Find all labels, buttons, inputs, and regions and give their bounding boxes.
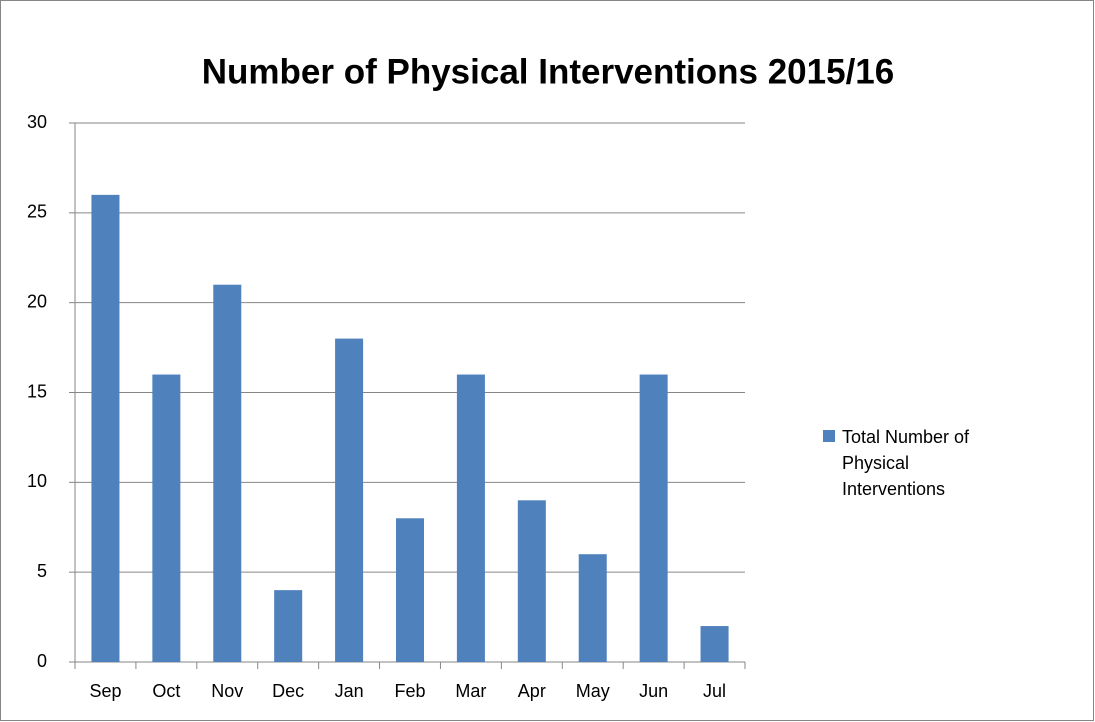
x-tick-label: Sep bbox=[89, 681, 121, 701]
legend-label: Total Number of Physical Interventions bbox=[842, 427, 970, 499]
y-tick-label: 0 bbox=[37, 651, 47, 671]
x-tick-label: Oct bbox=[152, 681, 180, 701]
bar bbox=[91, 194, 120, 662]
y-tick-label: 30 bbox=[27, 112, 47, 132]
x-tick-label: Jun bbox=[639, 681, 668, 701]
x-tick-label: Mar bbox=[455, 681, 486, 701]
bar bbox=[274, 590, 303, 662]
legend-swatch bbox=[823, 430, 835, 442]
x-tick-label: Feb bbox=[394, 681, 425, 701]
x-tick-label: Jan bbox=[335, 681, 364, 701]
chart-title: Number of Physical Interventions 2015/16 bbox=[202, 52, 894, 91]
bar bbox=[395, 518, 425, 662]
bar bbox=[700, 626, 729, 662]
y-tick-label: 5 bbox=[37, 561, 47, 581]
x-tick-label: Dec bbox=[272, 681, 304, 701]
x-tick-label: Nov bbox=[211, 681, 243, 701]
y-tick-label: 10 bbox=[27, 471, 47, 491]
y-tick-label: 20 bbox=[27, 291, 47, 311]
y-tick-label: 15 bbox=[27, 381, 47, 401]
x-tick-label: May bbox=[576, 681, 610, 701]
bar bbox=[456, 374, 485, 662]
bar bbox=[578, 554, 607, 662]
bar bbox=[335, 338, 364, 662]
y-tick-label: 25 bbox=[27, 202, 47, 222]
bar bbox=[639, 374, 668, 662]
bar bbox=[517, 500, 546, 662]
x-tick-label: Jul bbox=[703, 681, 726, 701]
bar bbox=[152, 374, 181, 662]
bar bbox=[213, 284, 242, 662]
x-tick-label: Apr bbox=[518, 681, 546, 701]
